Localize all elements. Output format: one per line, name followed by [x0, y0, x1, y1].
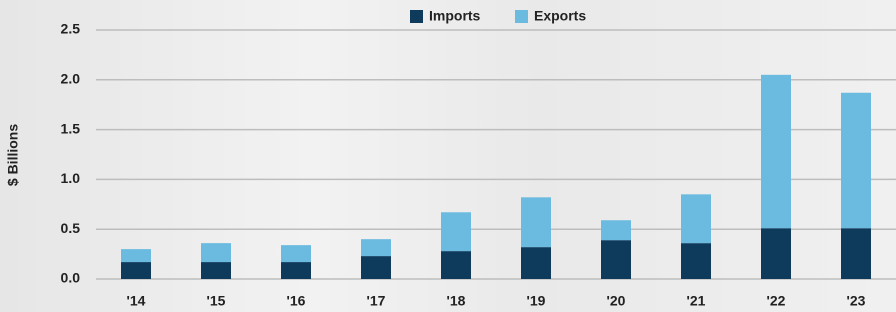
bar-segment — [761, 75, 791, 228]
y-axis-label: $ Billions — [5, 124, 21, 186]
page: $ Billions 0.0 0.5 1.0 1.5 2.0 2.5 '14 '15 '16 '1… — [0, 0, 896, 312]
bar-segment — [601, 220, 631, 240]
bar-segment — [441, 212, 471, 251]
legend-label: Imports — [429, 8, 481, 24]
y-tick-label: 2.5 — [61, 21, 81, 37]
x-tick-label: '19 — [527, 293, 546, 309]
y-tick-label: 1.5 — [61, 120, 81, 136]
x-tick-label: '17 — [367, 293, 386, 309]
legend-swatch — [515, 10, 528, 23]
x-tick-label: '16 — [287, 293, 306, 309]
bar-segment — [681, 243, 711, 279]
bar-segment — [521, 247, 551, 279]
bar-segment — [841, 93, 871, 228]
bar-segment — [201, 243, 231, 262]
y-tick-label: 0.5 — [61, 220, 81, 236]
bar-segment — [681, 194, 711, 243]
bar-segment — [121, 262, 151, 279]
bar-segment — [281, 245, 311, 262]
bar-segment — [201, 262, 231, 279]
y-tick-label: 1.0 — [61, 170, 81, 186]
x-tick-label: '23 — [847, 293, 866, 309]
bar-segment — [121, 249, 151, 262]
x-tick-label: '20 — [607, 293, 626, 309]
y-tick-label: 0.0 — [61, 270, 81, 286]
bar-segment — [281, 262, 311, 279]
x-tick-label: '14 — [127, 293, 146, 309]
bar-segment — [361, 239, 391, 256]
x-tick-label: '22 — [767, 293, 786, 309]
bar-segment — [441, 251, 471, 279]
legend-swatch — [410, 10, 423, 23]
bar-segment — [361, 256, 391, 279]
x-tick-label: '21 — [687, 293, 706, 309]
bar-segment — [841, 228, 871, 279]
legend-label: Exports — [534, 8, 586, 24]
x-tick-label: '15 — [207, 293, 226, 309]
bar-segment — [521, 197, 551, 247]
chart: $ Billions 0.0 0.5 1.0 1.5 2.0 2.5 '14 '15 '16 '1… — [0, 0, 896, 312]
bar-segment — [601, 240, 631, 279]
y-tick-label: 2.0 — [61, 71, 81, 87]
bar-segment — [761, 228, 791, 279]
x-tick-label: '18 — [447, 293, 466, 309]
